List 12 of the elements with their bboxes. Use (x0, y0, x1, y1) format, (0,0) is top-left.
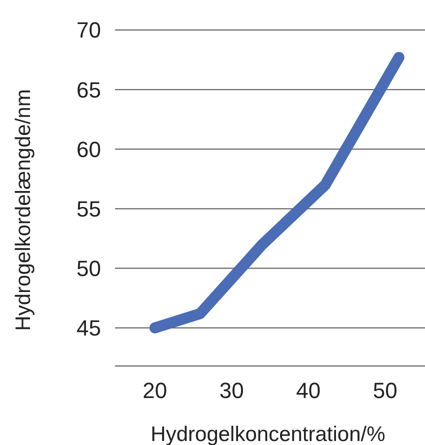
x-tick-label: 30 (219, 378, 244, 403)
y-tick-label: 45 (76, 316, 101, 341)
y-tick-label: 65 (76, 77, 101, 102)
x-axis-title: Hydrogelkoncentration/% (150, 423, 386, 445)
y-tick-label: 70 (76, 18, 101, 43)
x-tick-label: 40 (296, 378, 321, 403)
y-axis-title: Hydrogelkordelængde/nm (12, 89, 35, 331)
x-tick-label: 20 (142, 378, 168, 403)
x-tick-label: 50 (372, 378, 398, 403)
y-tick-label: 55 (76, 196, 101, 222)
y-tick-label: 50 (76, 256, 101, 281)
y-tick-label: 60 (76, 136, 101, 162)
